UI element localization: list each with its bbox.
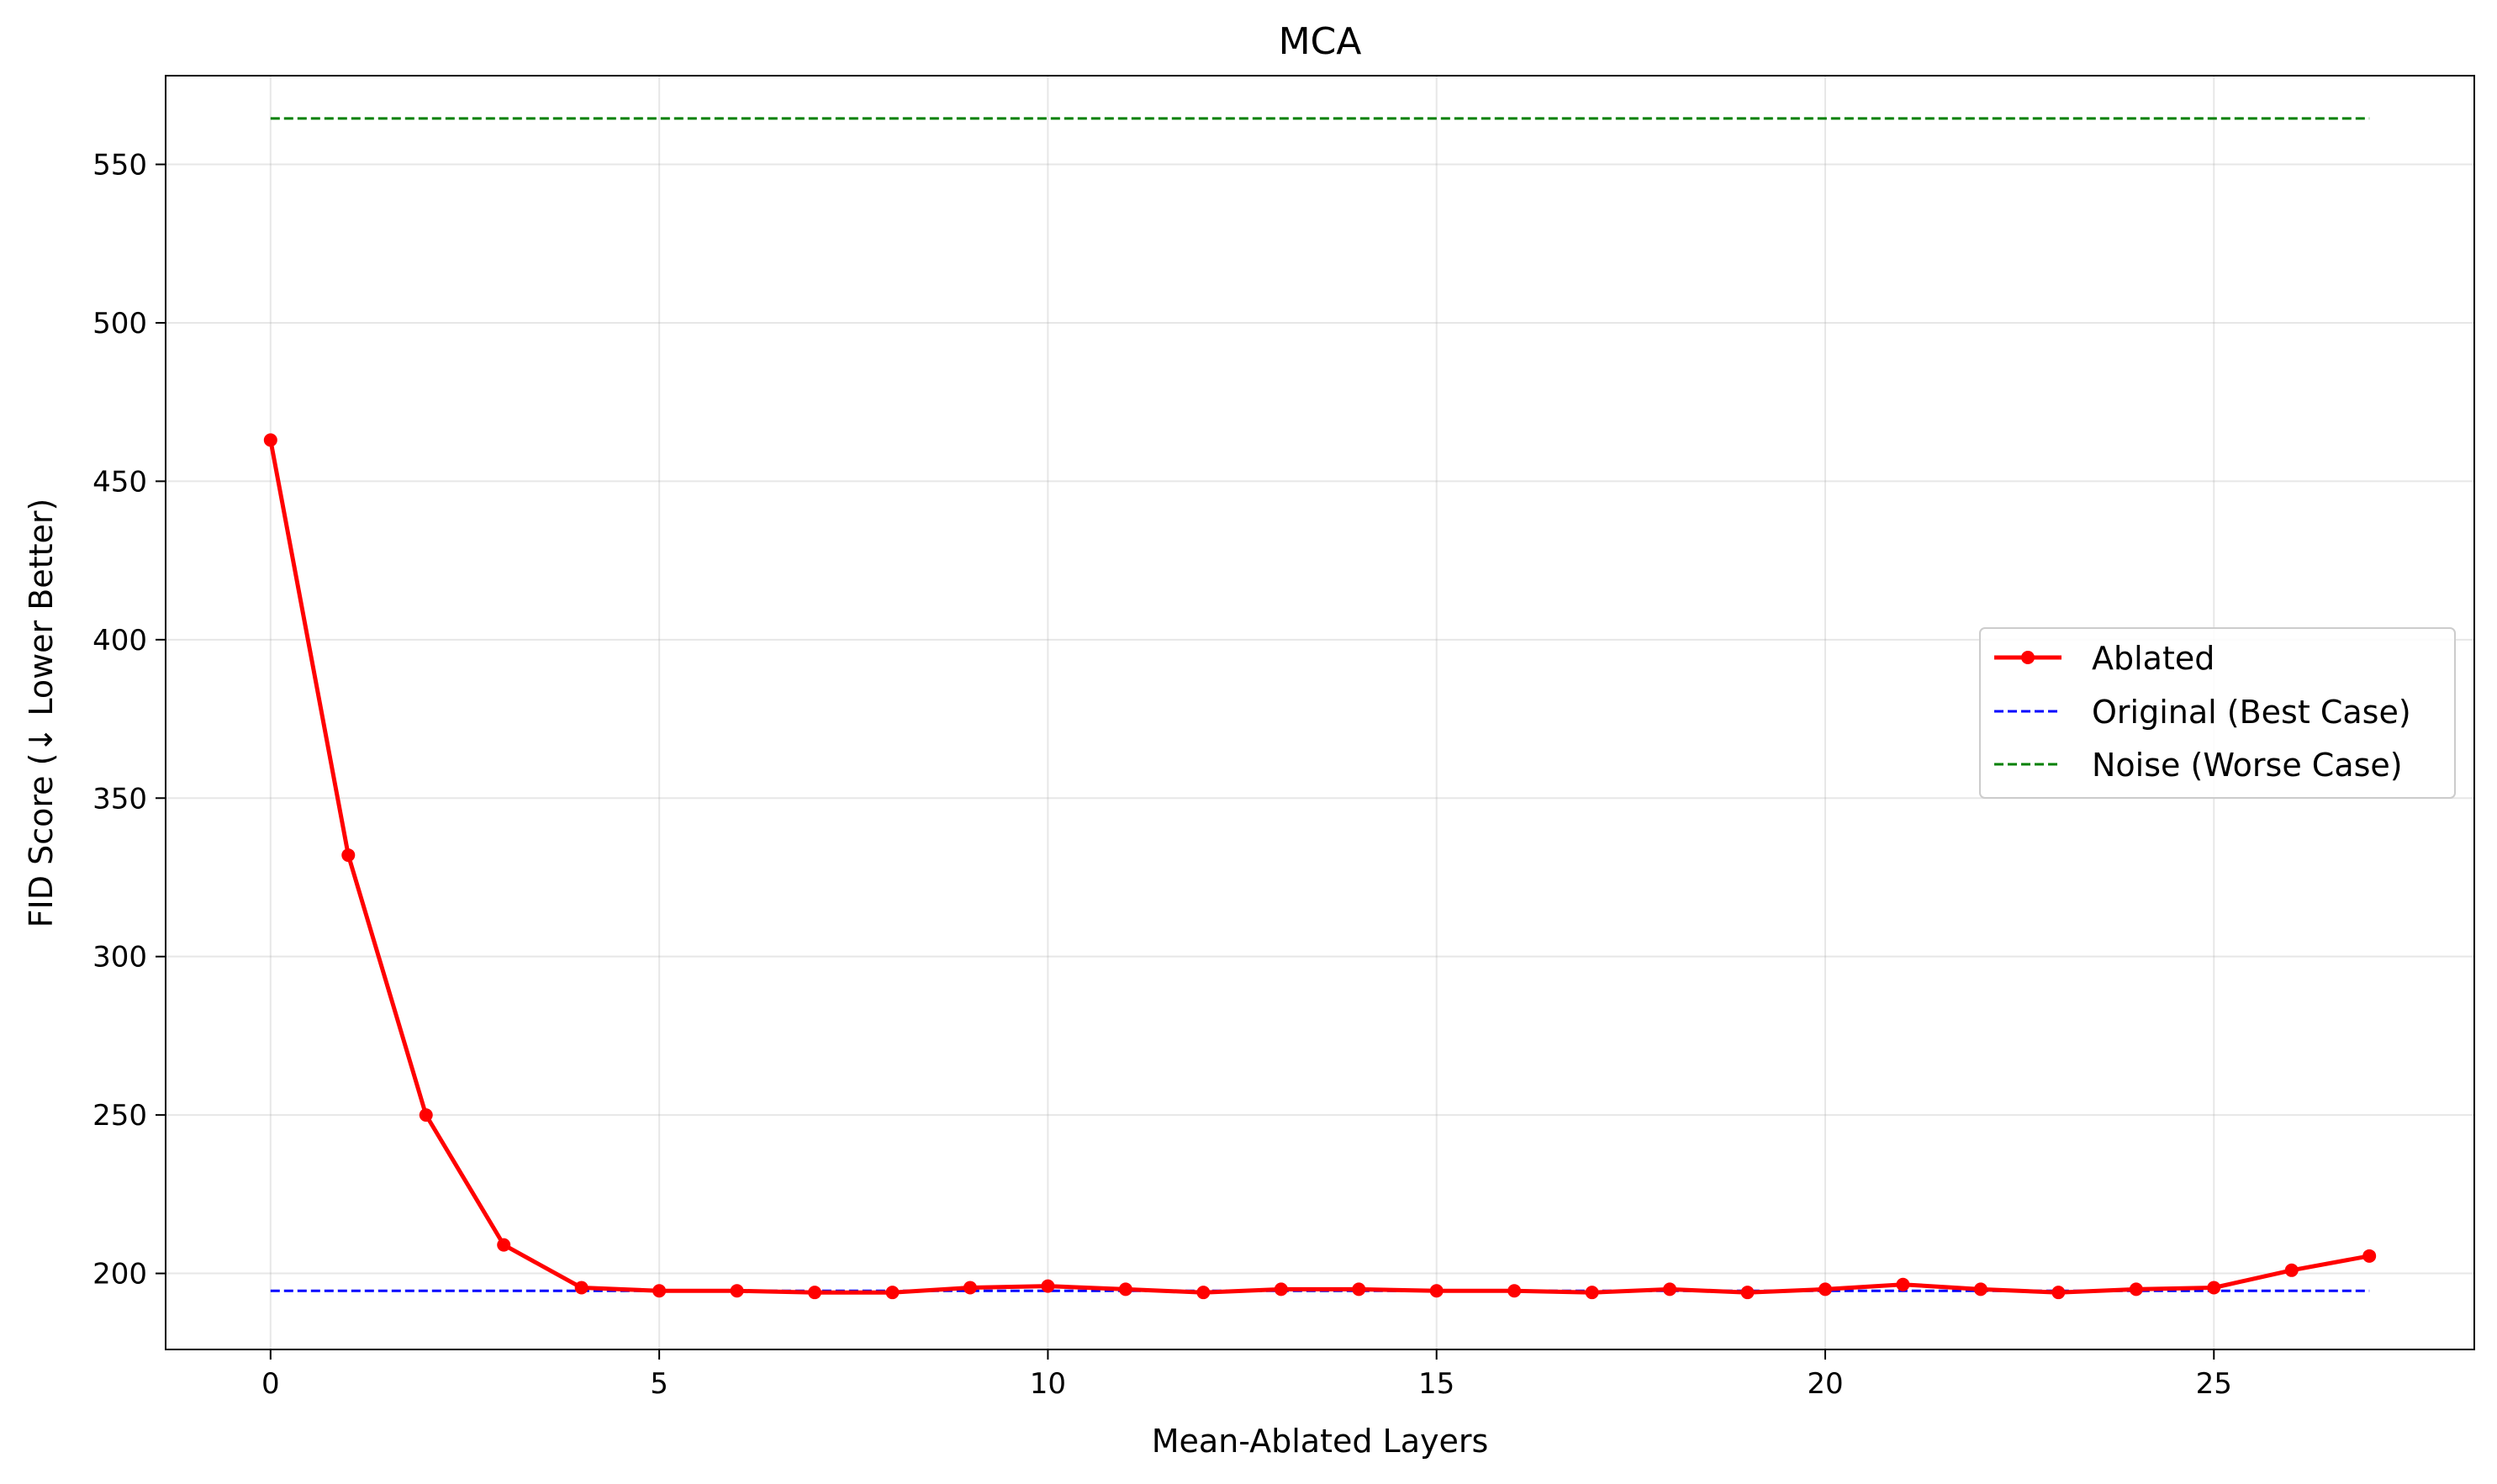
legend: Ablated Original (Best Case) Noise (Wors…: [1979, 627, 2456, 799]
data-point: [1041, 1279, 1055, 1293]
data-point: [1663, 1282, 1677, 1297]
data-point: [963, 1281, 977, 1295]
data-point: [1352, 1282, 1366, 1297]
x-tick-label: 20: [1807, 1367, 1843, 1401]
data-point: [1507, 1284, 1522, 1298]
x-tick-label: 5: [650, 1367, 668, 1401]
data-point: [263, 433, 277, 447]
data-point: [1973, 1282, 1988, 1297]
data-point: [808, 1286, 822, 1300]
data-point: [341, 848, 356, 863]
x-tick-label: 25: [2196, 1367, 2232, 1401]
data-point: [2129, 1282, 2143, 1297]
y-tick-label: 550: [92, 149, 147, 182]
data-point: [1196, 1286, 1211, 1300]
series-layer: [263, 117, 2377, 1300]
data-point: [1585, 1286, 1599, 1300]
data-point: [1429, 1284, 1444, 1298]
legend-box: [1979, 627, 2456, 799]
plot-frame: [165, 75, 2475, 1350]
data-point: [2362, 1249, 2377, 1263]
data-point: [1274, 1282, 1288, 1297]
legend-marker-ablated: [2021, 651, 2035, 664]
x-tick-label: 0: [261, 1367, 280, 1401]
y-axis-title: FID Score (↓ Lower Better): [23, 499, 60, 928]
y-tick-label: 300: [92, 941, 147, 974]
y-axis-ticks: 200 250 300 350 400 450 500 550: [92, 149, 166, 1291]
y-tick-label: 250: [92, 1099, 147, 1133]
x-tick-label: 15: [1418, 1367, 1454, 1401]
series-line-ablated: [268, 439, 2370, 1295]
x-axis-title: Mean-Ablated Layers: [1152, 1423, 1489, 1460]
data-point: [1740, 1286, 1755, 1300]
data-point: [1118, 1282, 1132, 1297]
data-point: [652, 1284, 667, 1298]
y-tick-label: 500: [92, 307, 147, 341]
data-point: [885, 1286, 900, 1300]
legend-label-noise: Noise (Worse Case): [2092, 747, 2403, 784]
y-tick-label: 450: [92, 465, 147, 499]
data-point: [2207, 1281, 2221, 1295]
data-point: [574, 1281, 589, 1295]
data-point: [2284, 1263, 2299, 1277]
chart-title: MCA: [1279, 20, 1362, 63]
y-tick-label: 350: [92, 782, 147, 816]
x-tick-label: 10: [1030, 1367, 1066, 1401]
legend-label-ablated: Ablated: [2092, 640, 2215, 677]
data-point: [2051, 1286, 2066, 1300]
data-point: [1818, 1282, 1832, 1297]
legend-label-original: Original (Best Case): [2092, 694, 2411, 731]
data-point: [419, 1108, 433, 1122]
data-point: [1896, 1277, 1910, 1291]
data-point: [497, 1238, 511, 1252]
data-point: [730, 1284, 744, 1298]
y-tick-label: 400: [92, 624, 147, 658]
x-axis-ticks: 0 5 10 15 20 25: [261, 1349, 2232, 1401]
y-tick-label: 200: [92, 1258, 147, 1291]
